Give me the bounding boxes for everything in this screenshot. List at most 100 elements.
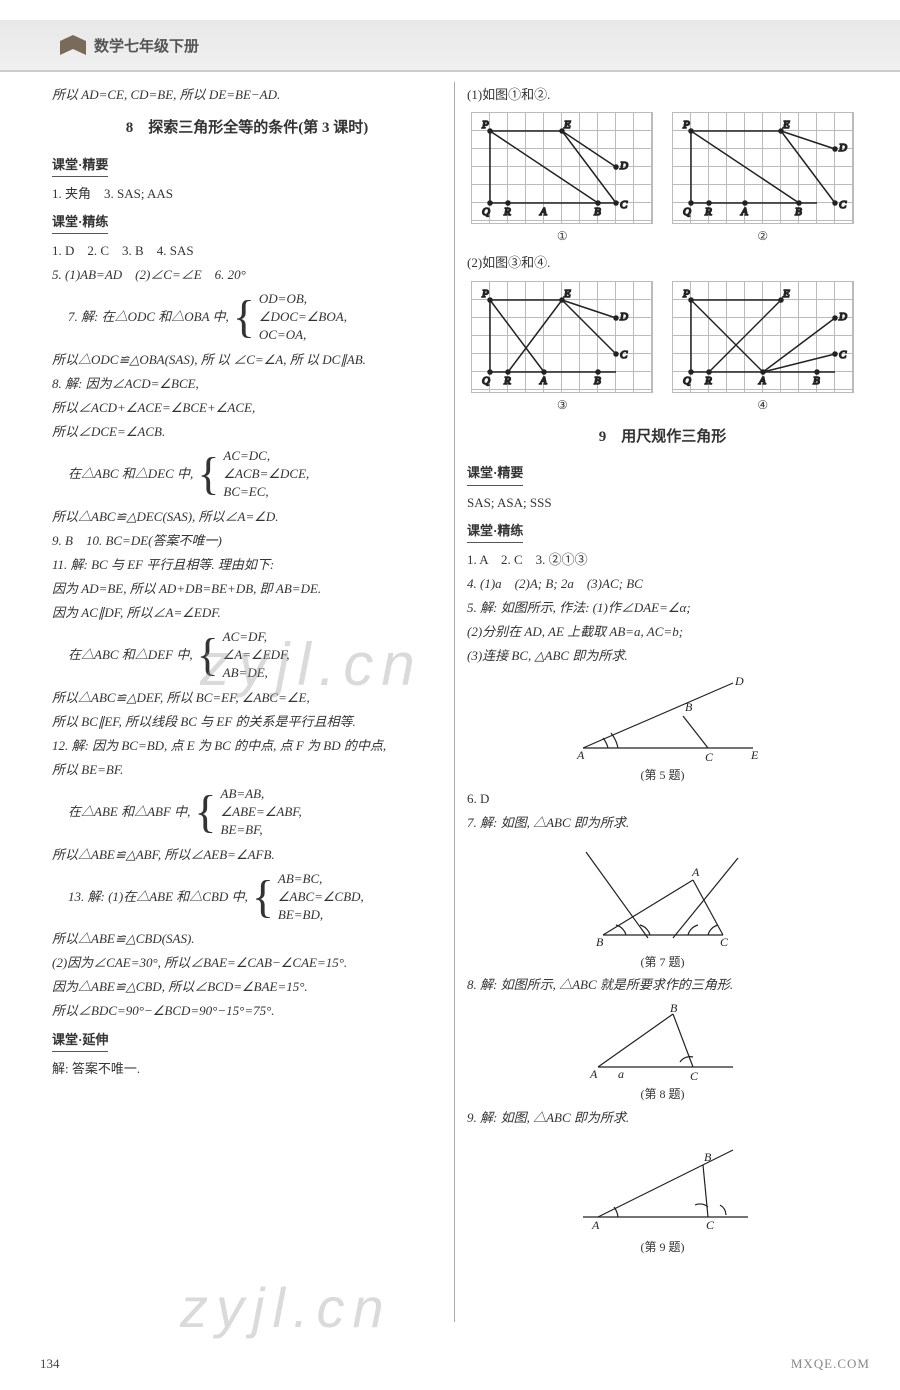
q11-lead: 在△ABC 和△DEF 中, (68, 644, 193, 666)
kl-1: 1. D 2. C 3. B 4. SAS (52, 240, 442, 262)
left-column: 所以 AD=CE, CD=BE, 所以 DE=BE−AD. 8 探索三角形全等的… (40, 82, 455, 1322)
svg-text:E: E (563, 288, 571, 300)
section-8-title: 8 探索三角形全等的条件(第 3 课时) (52, 116, 442, 142)
q7-tail: 所以△ODC≌△OBA(SAS), 所 以 ∠C=∠A, 所 以 DC∥AB. (52, 349, 442, 371)
r-kl-5c: (3)连接 BC, △ABC 即为所求. (467, 645, 858, 667)
page-number: 134 (40, 1356, 60, 1372)
q7-brace: 7. 解: 在△ODC 和△OBA 中, { OD=OB, ∠DOC=∠BOA,… (68, 290, 442, 345)
q8-e3: BC=EC, (223, 483, 309, 501)
q11-lines: AC=DF, ∠A=∠EDF, AB=DE, (223, 628, 290, 683)
svg-text:E: E (563, 119, 571, 131)
brace-icon: { (233, 294, 255, 340)
svg-text:P: P (682, 119, 690, 131)
svg-text:C: C (620, 199, 628, 211)
cap-4: ④ (672, 395, 854, 415)
fig2-svg: P E D C Q R A B (673, 113, 853, 223)
cap-9: (第 9 题) (467, 1237, 858, 1257)
svg-text:D: D (838, 142, 847, 154)
svg-text:C: C (706, 1218, 715, 1232)
q13-a: 所以△ABE≌△CBD(SAS). (52, 928, 442, 950)
fig-4-wrap: P E D C Q R A B ④ (672, 281, 854, 415)
q13-c: 因为△ABE≌△CBD, 所以∠BCD=∠BAE=15°. (52, 976, 442, 998)
cap-3: ③ (471, 395, 653, 415)
fig-q9: A B C (467, 1135, 858, 1235)
fig-2-wrap: P E D C Q R A B ② (672, 112, 854, 246)
q8-b: 所以∠ACD+∠ACE=∠BCE+∠ACE, (52, 397, 442, 419)
svg-text:C: C (690, 1069, 699, 1082)
q12-b: 所以 BE=BF. (52, 759, 442, 781)
fig34-lead: (2)如图③和④. (467, 252, 858, 274)
r-kelian-heading: 课堂·精练 (467, 520, 523, 543)
q8-lines: AC=DC, ∠ACB=∠DCE, BC=EC, (223, 447, 309, 502)
svg-text:A: A (591, 1218, 600, 1232)
svg-text:D: D (619, 311, 628, 323)
q12-c: 所以△ABE≌△ABF, 所以∠AEB=∠AFB. (52, 844, 442, 866)
svg-text:A: A (758, 375, 766, 387)
svg-text:C: C (720, 935, 729, 949)
svg-text:Q: Q (482, 206, 490, 218)
q8-lead: 在△ABC 和△DEC 中, (68, 463, 193, 485)
grid-figure-1: P E D C Q R A B (471, 112, 653, 224)
r-kl-4: 4. (1)a (2)A; B; 2a (3)AC; BC (467, 573, 858, 595)
q13-lead: 13. 解: (1)在△ABE 和△CBD 中, (68, 886, 248, 908)
svg-text:B: B (670, 1002, 678, 1015)
svg-text:B: B (813, 375, 820, 387)
svg-text:E: E (782, 288, 790, 300)
brace-icon: { (194, 789, 216, 835)
svg-text:R: R (704, 375, 712, 387)
intro-line: 所以 AD=CE, CD=BE, 所以 DE=BE−AD. (52, 84, 442, 106)
fig-1-wrap: P E D C Q R A B ① (471, 112, 653, 246)
svg-text:R: R (503, 206, 511, 218)
keyao-heading: 课堂·精要 (52, 154, 108, 177)
q11-e1: AC=DF, (223, 628, 290, 646)
grid-figure-2: P E D C Q R A B (672, 112, 854, 224)
q11-d: 所以△ABC≌△DEF, 所以 BC=EF, ∠ABC=∠E, (52, 687, 442, 709)
q12-e1: AB=AB, (221, 785, 302, 803)
yanshen-line: 解: 答案不唯一. (52, 1058, 442, 1080)
r-keyao-heading: 课堂·精要 (467, 462, 523, 485)
fig-q7: A B C (467, 840, 858, 950)
svg-text:B: B (594, 206, 601, 218)
q12-a: 12. 解: 因为 BC=BD, 点 E 为 BC 的中点, 点 F 为 BD … (52, 735, 442, 757)
header-band: 数学七年级下册 (0, 20, 900, 72)
q7-b2: ∠DOC=∠BOA, (259, 308, 347, 326)
q7-b3: OC=OA, (259, 326, 347, 344)
svg-text:P: P (481, 119, 489, 131)
brace-icon: { (252, 874, 274, 920)
svg-text:A: A (691, 865, 700, 879)
svg-text:B: B (795, 206, 802, 218)
q8-e2: ∠ACB=∠DCE, (223, 465, 309, 483)
fig-3-wrap: P E D C Q R A B ③ (471, 281, 653, 415)
fig1-svg: P E D C Q R A B (472, 113, 652, 223)
fig-q5-svg: A B C D E (563, 673, 763, 763)
cap-5: (第 5 题) (467, 765, 858, 785)
svg-text:E: E (782, 119, 790, 131)
right-column: (1)如图①和②. (455, 82, 870, 1322)
svg-text:B: B (704, 1150, 712, 1164)
grid-figure-4: P E D C Q R A B (672, 281, 854, 393)
svg-text:C: C (839, 199, 847, 211)
r-kl-5a: 5. 解: 如图所示, 作法: (1)作∠DAE=∠α; (467, 597, 858, 619)
svg-text:Q: Q (683, 206, 691, 218)
content-columns: 所以 AD=CE, CD=BE, 所以 DE=BE−AD. 8 探索三角形全等的… (40, 82, 870, 1322)
svg-text:P: P (481, 288, 489, 300)
q11-e3: AB=DE, (223, 664, 290, 682)
r-kl-8: 8. 解: 如图所示, △ABC 就是所要求作的三角形. (467, 974, 858, 996)
q11-b: 因为 AD=BE, 所以 AD+DB=BE+DB, 即 AB=DE. (52, 578, 442, 600)
cap-7: (第 7 题) (467, 952, 858, 972)
cap-8: (第 8 题) (467, 1084, 858, 1104)
svg-text:a: a (618, 1067, 624, 1081)
q7-b1: OD=OB, (259, 290, 347, 308)
brace-icon: { (197, 451, 219, 497)
q11-c: 因为 AC∥DF, 所以∠A=∠EDF. (52, 602, 442, 624)
r-kl-9: 9. 解: 如图, △ABC 即为所求. (467, 1107, 858, 1129)
svg-text:B: B (594, 375, 601, 387)
q8-brace: 在△ABC 和△DEC 中, { AC=DC, ∠ACB=∠DCE, BC=EC… (68, 447, 442, 502)
svg-text:D: D (838, 311, 847, 323)
q12-e2: ∠ABE=∠ABF, (221, 803, 302, 821)
kelian-heading: 课堂·精练 (52, 211, 108, 234)
footer-stamp: MXQE.COM (791, 1356, 870, 1372)
svg-text:A: A (539, 375, 547, 387)
svg-text:D: D (734, 674, 744, 688)
r-kl-5b: (2)分别在 AD, AE 上截取 AB=a, AC=b; (467, 621, 858, 643)
